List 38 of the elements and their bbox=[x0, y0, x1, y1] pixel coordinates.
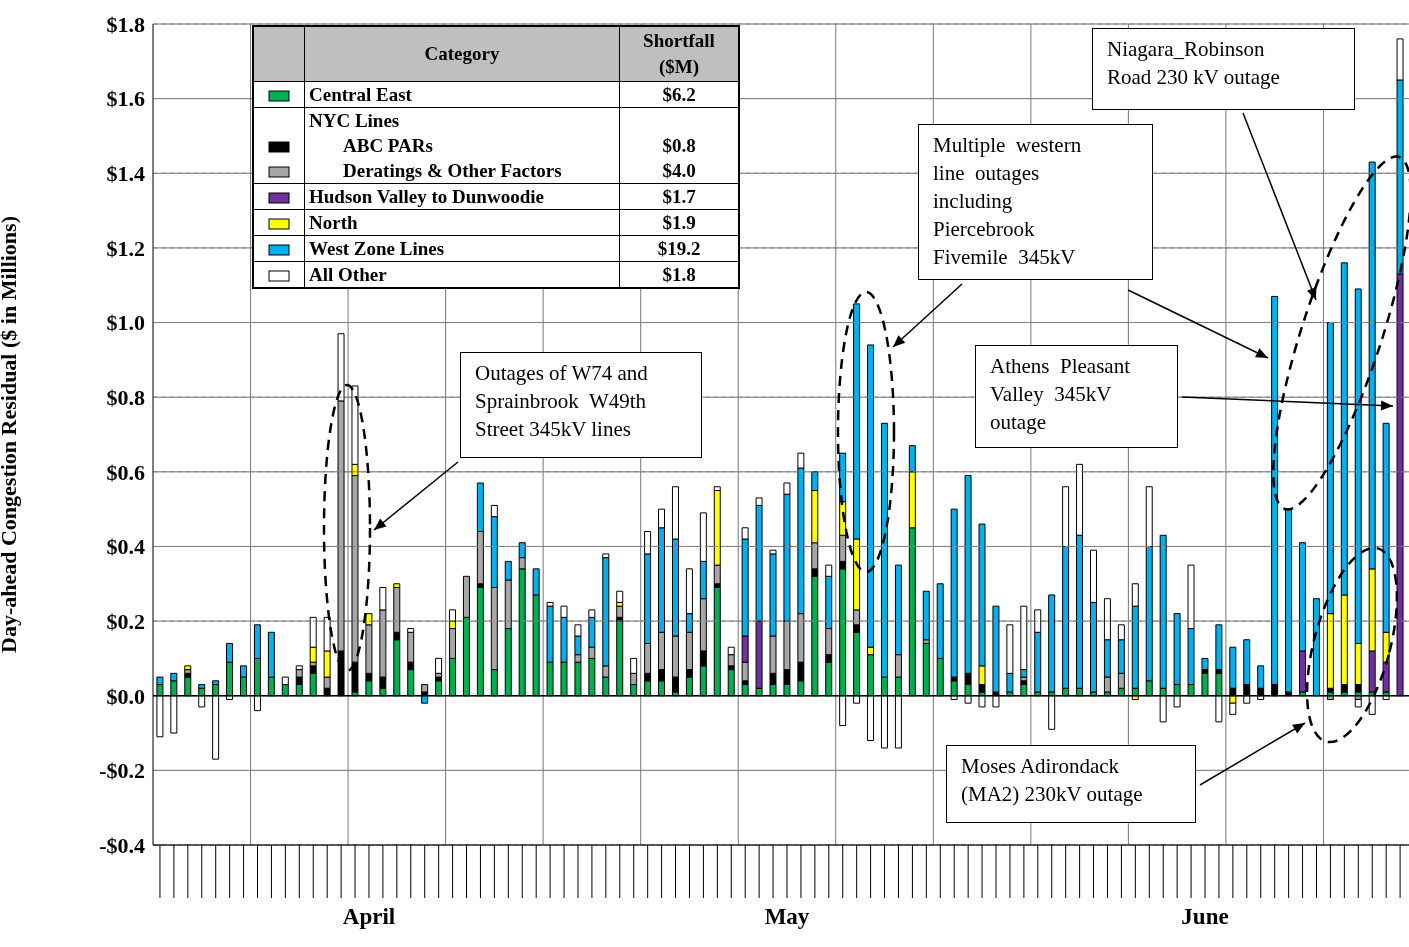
annotation: $1.9 bbox=[619, 209, 739, 236]
y-tick-label: $1.4 bbox=[106, 161, 145, 187]
y-tick-label: $1.2 bbox=[106, 235, 145, 261]
y-tick-label: $1.8 bbox=[106, 11, 145, 37]
annotation: Shortfall ($M) bbox=[619, 26, 739, 82]
y-tick-label: $0.8 bbox=[106, 384, 145, 410]
x-tick-label: April bbox=[342, 904, 396, 929]
legend-label: Central East bbox=[304, 81, 620, 108]
y-tick-label: $0.2 bbox=[106, 608, 145, 634]
legend-label: Hudson Valley to Dunwoodie bbox=[304, 183, 620, 210]
annotation: $1.7 bbox=[619, 183, 739, 210]
y-tick-label: $1.0 bbox=[106, 310, 145, 336]
callout-box: Moses Adirondack (MA2) 230kV outage bbox=[946, 745, 1196, 823]
y-tick-label: -$0.4 bbox=[99, 832, 145, 858]
y-axis-title: Day-ahead Congestion Residual ($ in Millions) bbox=[0, 216, 21, 653]
legend-label: West Zone Lines bbox=[304, 235, 620, 262]
annotation: $19.2 bbox=[619, 235, 739, 262]
annotation: $4.0 bbox=[619, 158, 739, 184]
x-tick-label: May bbox=[764, 904, 810, 929]
callout-box: Athens Pleasant Valley 345kV outage bbox=[975, 345, 1178, 448]
annotation: $6.2 bbox=[619, 81, 739, 108]
legend-label: Deratings & Other Factors bbox=[304, 158, 620, 184]
annotation: $1.8 bbox=[619, 261, 739, 288]
legend-label: ABC PARs bbox=[304, 133, 620, 158]
callout-box: Multiple western line outages including Piercebrook Fivemile 345kV bbox=[918, 124, 1153, 280]
annotation: NYC Lines bbox=[304, 107, 620, 133]
callout-box: Outages of W74 and Sprainbrook W49th Street 345kV lines bbox=[460, 352, 702, 458]
annotation: $0.8 bbox=[619, 133, 739, 158]
y-tick-label: -$0.2 bbox=[99, 758, 145, 784]
callout-box: Niagara_Robinson Road 230 kV outage bbox=[1092, 28, 1355, 110]
y-tick-label: $0.6 bbox=[106, 459, 145, 485]
legend-label: North bbox=[304, 209, 620, 236]
x-tick-label: June bbox=[1181, 904, 1229, 929]
legend-label: All Other bbox=[304, 261, 620, 288]
y-tick-label: $0.0 bbox=[106, 683, 145, 709]
y-tick-label: $0.4 bbox=[106, 534, 145, 560]
y-tick-label: $1.6 bbox=[106, 86, 145, 112]
legend-title: Category bbox=[304, 26, 620, 82]
